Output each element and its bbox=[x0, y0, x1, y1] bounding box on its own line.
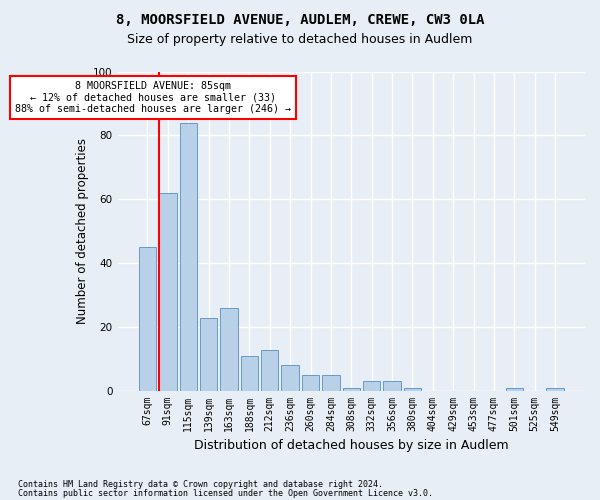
Y-axis label: Number of detached properties: Number of detached properties bbox=[76, 138, 89, 324]
Bar bbox=[363, 382, 380, 391]
Bar bbox=[322, 375, 340, 391]
Bar bbox=[200, 318, 217, 391]
Text: Contains HM Land Registry data © Crown copyright and database right 2024.: Contains HM Land Registry data © Crown c… bbox=[18, 480, 383, 489]
Bar bbox=[220, 308, 238, 391]
Bar bbox=[261, 350, 278, 391]
Bar bbox=[547, 388, 564, 391]
Text: Contains public sector information licensed under the Open Government Licence v3: Contains public sector information licen… bbox=[18, 489, 433, 498]
Bar bbox=[404, 388, 421, 391]
Bar bbox=[302, 375, 319, 391]
Bar bbox=[179, 122, 197, 391]
Bar bbox=[506, 388, 523, 391]
Bar bbox=[383, 382, 401, 391]
Bar bbox=[139, 248, 156, 391]
Text: 8 MOORSFIELD AVENUE: 85sqm
← 12% of detached houses are smaller (33)
88% of semi: 8 MOORSFIELD AVENUE: 85sqm ← 12% of deta… bbox=[15, 81, 291, 114]
Bar bbox=[343, 388, 360, 391]
Bar bbox=[159, 193, 176, 391]
Text: Size of property relative to detached houses in Audlem: Size of property relative to detached ho… bbox=[127, 32, 473, 46]
Text: 8, MOORSFIELD AVENUE, AUDLEM, CREWE, CW3 0LA: 8, MOORSFIELD AVENUE, AUDLEM, CREWE, CW3… bbox=[116, 12, 484, 26]
X-axis label: Distribution of detached houses by size in Audlem: Distribution of detached houses by size … bbox=[194, 440, 509, 452]
Bar bbox=[241, 356, 258, 391]
Bar bbox=[281, 366, 299, 391]
